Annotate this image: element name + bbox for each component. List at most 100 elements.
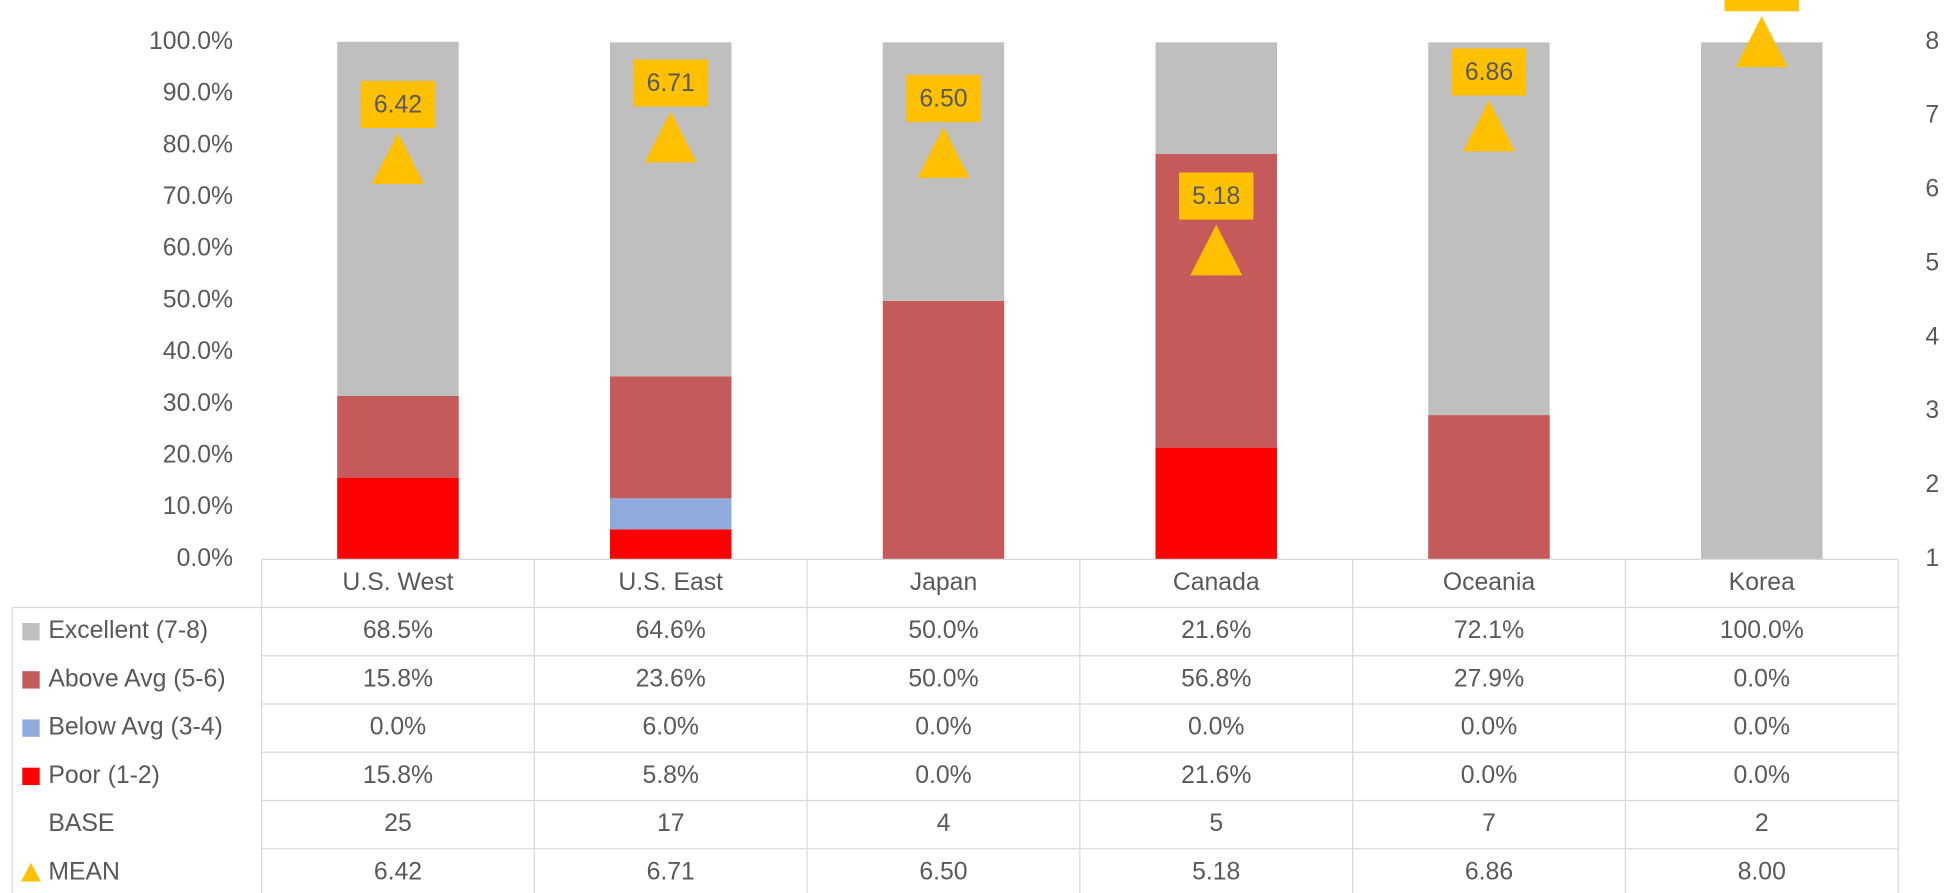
x-tick-label: Canada [1173, 569, 1260, 596]
y-tick-label: 70.0% [163, 183, 233, 210]
bar-segment [609, 529, 732, 560]
y-tick-label: 40.0% [163, 338, 233, 365]
bar-segment [1428, 42, 1550, 416]
mean-label-box [906, 75, 981, 123]
table-cell: 6.71 [647, 858, 695, 885]
table-cell: 0.0% [1188, 714, 1244, 741]
mean-marker [1462, 100, 1516, 152]
y-tick-label: 100.0% [149, 28, 233, 55]
legend-swatch [22, 767, 40, 786]
table-cell: 50.0% [908, 617, 978, 644]
table-cell: 6.50 [919, 858, 967, 885]
bar-segment [609, 498, 732, 530]
mean-label-box [1451, 48, 1527, 96]
legend-label: Poor (1-2) [48, 762, 160, 789]
table-cell: 15.8% [363, 665, 433, 692]
bar-segment [1701, 42, 1823, 560]
table-cell: 64.6% [636, 617, 706, 644]
table-cell: 0.0% [1734, 665, 1790, 692]
legend-label: Below Avg (3-4) [48, 714, 222, 741]
x-tick-label: Oceania [1443, 569, 1536, 596]
legend-swatch [22, 719, 40, 737]
mean-label: 6.86 [1465, 59, 1513, 86]
table-cell: 6.86 [1465, 858, 1513, 885]
table-cell: 4 [937, 810, 951, 837]
table-cell: 0.0% [1461, 714, 1517, 741]
table-cell: 2 [1755, 810, 1769, 837]
x-tick-label: U.S. West [342, 569, 453, 596]
legend-label: Excellent (7-8) [48, 617, 208, 644]
y-tick-label: 10.0% [163, 493, 233, 520]
y2-tick-label: 6 [1925, 176, 1939, 203]
table-cell: 0.0% [1734, 714, 1790, 741]
table-cell: 6.42 [374, 858, 422, 885]
mean-label-box [633, 59, 708, 107]
table-cell: 5.18 [1192, 858, 1240, 885]
y-tick-label: 80.0% [163, 131, 233, 158]
table-cell: 0.0% [1734, 762, 1790, 789]
table-cell: 21.6% [1181, 762, 1251, 789]
table-cell: 0.0% [1461, 762, 1517, 789]
mean-label: 6.71 [647, 70, 695, 97]
mean-label: 5.18 [1192, 183, 1240, 210]
mean-label: 6.42 [374, 91, 422, 118]
x-tick-label: Korea [1729, 569, 1795, 596]
bar-segment [1155, 42, 1277, 154]
y2-tick-label: 7 [1925, 102, 1939, 129]
y2-tick-label: 1 [1925, 545, 1939, 572]
table-cell: 100.0% [1720, 617, 1804, 644]
mean-marker [1735, 16, 1788, 68]
legend-swatch [21, 862, 41, 882]
table-cell: 6.0% [642, 714, 698, 741]
y2-tick-label: 8 [1925, 28, 1939, 55]
bar-segment [609, 376, 732, 499]
table-cell: 5 [1209, 810, 1223, 837]
bar-segment [337, 395, 459, 478]
table-cell: 0.0% [915, 714, 971, 741]
y2-tick-label: 5 [1925, 249, 1939, 276]
bar-segment [1428, 415, 1550, 560]
mean-marker [371, 132, 425, 184]
mean-marker [1190, 224, 1243, 276]
table-cell: 17 [657, 810, 685, 837]
mean-label-box [360, 80, 436, 129]
bar-segment [882, 300, 1005, 560]
row-label: BASE [48, 810, 114, 837]
y-tick-label: 30.0% [163, 390, 233, 417]
table-cell: 0.0% [370, 714, 426, 741]
y-tick-label: 20.0% [163, 441, 233, 468]
mean-label-box [1724, 0, 1799, 12]
table-cell: 7 [1482, 810, 1496, 837]
mean-marker [644, 111, 697, 163]
y2-tick-label: 3 [1925, 397, 1939, 424]
table-cell: 72.1% [1454, 617, 1524, 644]
mean-marker [917, 127, 970, 178]
mean-label: 8.00 [1738, 0, 1786, 2]
table-cell: 50.0% [908, 665, 978, 692]
bar-segment [1155, 447, 1277, 560]
table-cell: 56.8% [1181, 665, 1251, 692]
mean-label-box [1179, 172, 1254, 220]
y2-tick-label: 2 [1925, 471, 1939, 498]
table-cell: 27.9% [1454, 665, 1524, 692]
y-tick-label: 0.0% [177, 545, 233, 572]
legend-swatch [22, 671, 40, 689]
table-cell: 23.6% [636, 665, 706, 692]
table-cell: 68.5% [363, 617, 433, 644]
table-cell: 25 [384, 810, 412, 837]
table-cell: 15.8% [363, 762, 433, 789]
y-tick-label: 50.0% [163, 286, 233, 313]
table-cell: 8.00 [1738, 858, 1786, 885]
legend-label: MEAN [48, 858, 120, 885]
x-tick-label: U.S. East [618, 569, 723, 596]
x-tick-label: Japan [910, 569, 978, 596]
y-tick-label: 60.0% [163, 235, 233, 262]
table-cell: 0.0% [915, 762, 971, 789]
table-cell: 21.6% [1181, 617, 1251, 644]
y-tick-label: 90.0% [163, 80, 233, 107]
legend-label: Above Avg (5-6) [48, 665, 225, 692]
bar-segment [337, 477, 459, 560]
table-cell: 5.8% [642, 762, 698, 789]
